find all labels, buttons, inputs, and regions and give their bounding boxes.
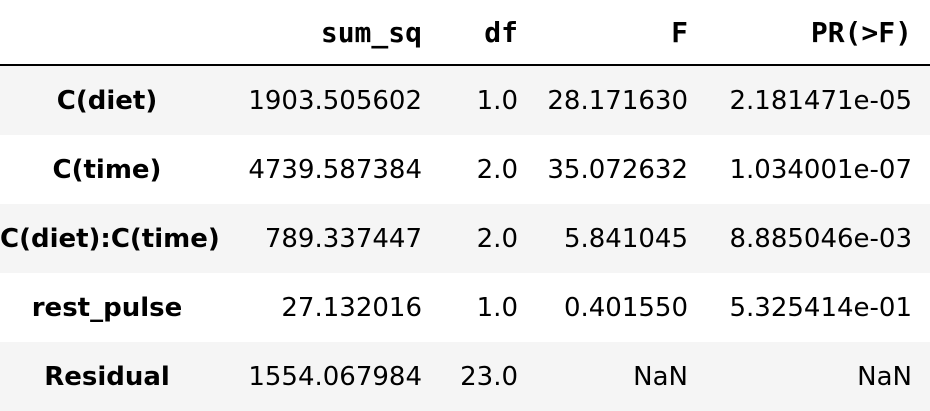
cell-pr-f: NaN (857, 361, 912, 392)
header-row: sum_sq df F PR(>F) (0, 0, 930, 66)
cell-pr-f: 8.885046e-03 (729, 223, 912, 254)
cell-df: 1.0 (476, 292, 518, 323)
column-header-f: F (536, 0, 706, 66)
row-label: C(diet):C(time) (0, 223, 220, 254)
cell-df: 2.0 (476, 223, 518, 254)
cell-sum-sq: 1554.067984 (248, 361, 422, 392)
table-body: C(diet) 1903.505602 1.0 28.171630 2.1814… (0, 65, 930, 411)
cell-sum-sq: 27.132016 (281, 292, 422, 323)
column-header-sum-sq: sum_sq (232, 0, 440, 66)
cell-pr-f: 2.181471e-05 (729, 85, 912, 116)
row-label: Residual (44, 361, 170, 392)
table-row: Residual 1554.067984 23.0 NaN NaN (0, 342, 930, 411)
cell-sum-sq: 789.337447 (264, 223, 422, 254)
table-row: C(diet):C(time) 789.337447 2.0 5.841045 … (0, 204, 930, 273)
cell-f: 28.171630 (547, 85, 688, 116)
cell-df: 2.0 (476, 154, 518, 185)
cell-sum-sq: 1903.505602 (248, 85, 422, 116)
cell-f: NaN (633, 361, 688, 392)
column-header-df: df (440, 0, 536, 66)
cell-df: 1.0 (476, 85, 518, 116)
index-header (0, 0, 232, 66)
cell-pr-f: 5.325414e-01 (729, 292, 912, 323)
cell-f: 5.841045 (563, 223, 688, 254)
cell-df: 23.0 (460, 361, 518, 392)
cell-f: 0.401550 (563, 292, 688, 323)
table-header: sum_sq df F PR(>F) (0, 0, 930, 66)
row-label: C(diet) (56, 85, 158, 116)
cell-f: 35.072632 (547, 154, 688, 185)
table-row: C(time) 4739.587384 2.0 35.072632 1.0340… (0, 135, 930, 204)
column-header-pr-f: PR(>F) (706, 0, 930, 66)
row-label: C(time) (52, 154, 162, 185)
cell-pr-f: 1.034001e-07 (729, 154, 912, 185)
table-row: C(diet) 1903.505602 1.0 28.171630 2.1814… (0, 65, 930, 135)
table-row: rest_pulse 27.132016 1.0 0.401550 5.3254… (0, 273, 930, 342)
row-label: rest_pulse (31, 292, 183, 323)
cell-sum-sq: 4739.587384 (248, 154, 422, 185)
